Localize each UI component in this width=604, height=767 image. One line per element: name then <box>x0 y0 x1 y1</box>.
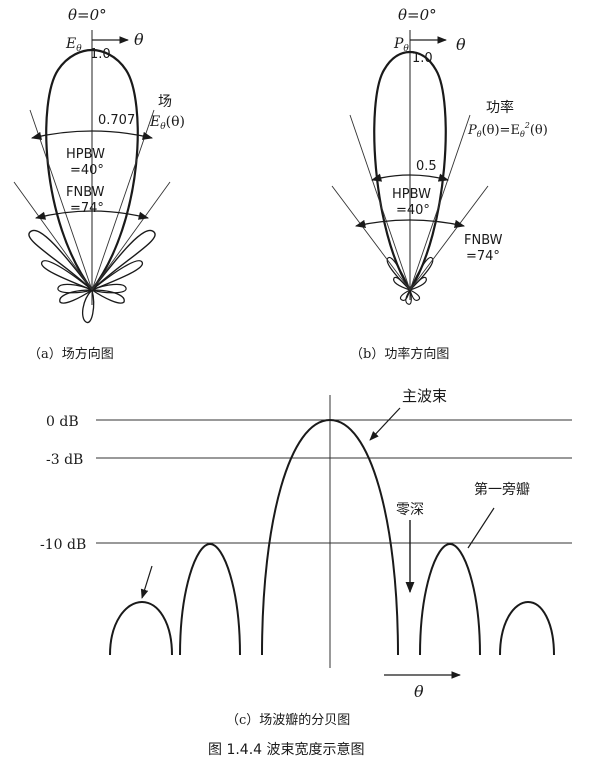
main-beam-label: 主波束 <box>402 387 447 405</box>
side-lobe <box>91 260 143 291</box>
sidelobe-curve <box>499 600 555 656</box>
power-p-label: Pθ <box>393 36 409 54</box>
hpbw-value: =40° <box>70 163 104 178</box>
peak-value: 1.0 <box>412 51 433 66</box>
peak-value: 1.0 <box>90 47 111 62</box>
figure-caption: 图 1.4.4 波束宽度示意图 <box>208 741 365 758</box>
sidelobe-curve <box>179 542 241 656</box>
field-e-label: Eθ <box>65 36 82 54</box>
side-lobe <box>59 289 93 304</box>
db-0-label: 0 dB <box>46 414 79 430</box>
db-3-label: -3 dB <box>46 452 83 468</box>
panel-b: θ=0° Pθ θ 1.0 0.5 功率 Pθ(θ)=Eθ2(θ) HPBW =… <box>331 6 548 362</box>
fnbw-line <box>13 181 93 291</box>
field-title: 场 <box>158 94 172 110</box>
theta-arrow-label: θ <box>134 30 144 49</box>
panel-c: 0 dB -3 dB -10 dB 主波束 零深 第一旁瓣 θ （c）场波瓣的分… <box>40 387 572 728</box>
hpbw-arc <box>370 173 450 182</box>
db-10-label: -10 dB <box>40 537 86 553</box>
power-title: 功率 <box>486 99 514 116</box>
null-depth-label: 零深 <box>396 502 424 518</box>
first-sidelobe-label: 第一旁瓣 <box>474 481 530 498</box>
hpbw-line <box>409 114 471 291</box>
fnbw-arc <box>34 210 150 220</box>
sidelobe-arrow <box>140 565 153 599</box>
caption-b: （b）功率方向图 <box>350 346 449 362</box>
side-lobe <box>91 289 125 304</box>
fnbw-line <box>91 181 171 291</box>
main-lobe <box>373 50 447 293</box>
back-lobe <box>405 289 412 305</box>
hpbw-line <box>29 109 93 291</box>
side-lobe <box>409 276 427 291</box>
back-lobe <box>81 289 95 324</box>
hpbw-line <box>91 109 155 291</box>
hpbw-line <box>349 114 411 291</box>
first-sidelobe-leader <box>467 507 495 549</box>
main-beam-curve <box>261 418 399 656</box>
sidelobe-curve <box>419 542 481 656</box>
side-lobe <box>386 256 411 291</box>
fnbw-label: FNBW <box>66 185 105 200</box>
panel-a: θ=0° Eθ θ 1.0 0.707 场 Eθ(θ) HPBW =40° FN… <box>13 6 185 362</box>
hpbw-value: =40° <box>396 203 430 218</box>
fnbw-line <box>409 185 489 291</box>
fnbw-value: =74° <box>70 201 104 216</box>
side-lobe <box>409 289 421 301</box>
half-power-value: 0.5 <box>416 159 437 174</box>
fnbw-arc <box>354 219 466 229</box>
theta-arrow-label: θ <box>456 35 466 54</box>
half-power-value: 0.707 <box>98 113 135 128</box>
hpbw-label: HPBW <box>66 147 105 162</box>
side-lobe <box>91 283 127 294</box>
theta-zero-label: θ=0° <box>398 6 437 24</box>
main-beam-arrow <box>369 407 401 441</box>
side-lobe <box>41 260 93 291</box>
power-function-label: Pθ(θ)=Eθ2(θ) <box>467 121 548 139</box>
side-lobe <box>28 229 93 291</box>
fnbw-label: FNBW <box>464 233 503 248</box>
fnbw-value: =74° <box>466 249 500 264</box>
side-lobe <box>409 256 434 291</box>
side-lobe <box>57 283 93 294</box>
theta-axis-label: θ <box>414 682 424 701</box>
caption-c: （c）场波瓣的分贝图 <box>226 712 350 728</box>
fnbw-line <box>331 185 411 291</box>
field-function-label: Eθ(θ) <box>149 114 185 132</box>
caption-a: （a）场方向图 <box>28 346 114 362</box>
hpbw-arc <box>30 130 154 140</box>
hpbw-label: HPBW <box>392 187 431 202</box>
side-lobe <box>399 289 411 301</box>
side-lobe <box>393 276 411 291</box>
theta-zero-label: θ=0° <box>68 6 107 24</box>
sidelobe-curve <box>109 600 173 656</box>
side-lobe <box>91 229 156 291</box>
